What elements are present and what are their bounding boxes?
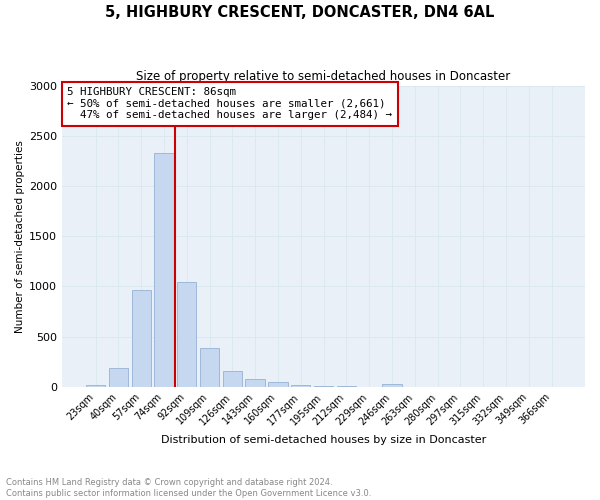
Bar (177, 282, 196, 387)
Bar (245, 379, 265, 387)
Bar (154, 153, 173, 387)
Y-axis label: Number of semi-detached properties: Number of semi-detached properties (15, 140, 25, 332)
Title: Size of property relative to semi-detached houses in Doncaster: Size of property relative to semi-detach… (136, 70, 511, 83)
X-axis label: Distribution of semi-detached houses by size in Doncaster: Distribution of semi-detached houses by … (161, 435, 486, 445)
Bar (86, 385, 105, 387)
Bar (268, 382, 287, 387)
Bar (131, 290, 151, 387)
Bar (337, 386, 356, 387)
Bar (109, 368, 128, 387)
Bar (223, 372, 242, 387)
Bar (200, 348, 219, 387)
Bar (382, 384, 401, 387)
Text: 5 HIGHBURY CRESCENT: 86sqm
← 50% of semi-detached houses are smaller (2,661)
  4: 5 HIGHBURY CRESCENT: 86sqm ← 50% of semi… (67, 87, 392, 120)
Bar (291, 386, 310, 387)
Bar (314, 386, 333, 387)
Text: 5, HIGHBURY CRESCENT, DONCASTER, DN4 6AL: 5, HIGHBURY CRESCENT, DONCASTER, DN4 6AL (106, 5, 494, 20)
Text: Contains HM Land Registry data © Crown copyright and database right 2024.
Contai: Contains HM Land Registry data © Crown c… (6, 478, 371, 498)
